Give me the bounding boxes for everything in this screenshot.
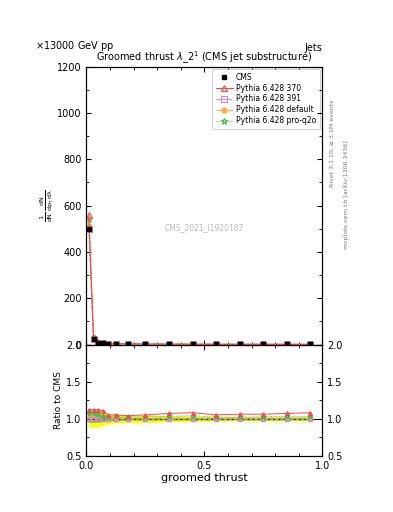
Text: CMS_2021_I1920187: CMS_2021_I1920187 (165, 223, 244, 232)
Pythia 6.428 391 (105, 340, 110, 347)
Line: Pythia 6.428 pro-q2o: Pythia 6.428 pro-q2o (85, 216, 314, 348)
Pythia 6.428 391 (91, 336, 96, 342)
Pythia 6.428 391 (285, 342, 289, 348)
Pythia 6.428 391 (96, 339, 101, 346)
Pythia 6.428 pro-q2o (237, 341, 242, 347)
CMS (96, 339, 101, 346)
Pythia 6.428 370 (86, 212, 91, 218)
CMS (101, 340, 105, 347)
Pythia 6.428 default (86, 223, 91, 229)
Pythia 6.428 370 (214, 341, 219, 347)
Pythia 6.428 default (143, 341, 148, 347)
CMS (261, 341, 266, 347)
Y-axis label: $\mathregular{\frac{1}{\mathrm{d}N}\,\frac{\mathrm{d}N}{\mathrm{d}p_{\mathrm{T}}: $\mathregular{\frac{1}{\mathrm{d}N}\,\fr… (38, 189, 55, 222)
Text: $\times$13000 GeV pp: $\times$13000 GeV pp (35, 39, 114, 53)
Pythia 6.428 default (190, 341, 195, 347)
Pythia 6.428 pro-q2o (214, 341, 219, 347)
Pythia 6.428 pro-q2o (143, 341, 148, 347)
Pythia 6.428 391 (214, 341, 219, 347)
Pythia 6.428 pro-q2o (308, 342, 313, 348)
CMS (214, 341, 219, 347)
Pythia 6.428 pro-q2o (167, 341, 171, 347)
Pythia 6.428 default (308, 342, 313, 348)
Pythia 6.428 pro-q2o (125, 341, 130, 347)
Pythia 6.428 391 (308, 342, 313, 348)
Pythia 6.428 370 (143, 341, 148, 347)
Pythia 6.428 default (285, 342, 289, 348)
Pythia 6.428 pro-q2o (285, 342, 289, 348)
Pythia 6.428 default (214, 341, 219, 347)
Line: Pythia 6.428 391: Pythia 6.428 391 (86, 226, 313, 347)
Legend: CMS, Pythia 6.428 370, Pythia 6.428 391, Pythia 6.428 default, Pythia 6.428 pro-: CMS, Pythia 6.428 370, Pythia 6.428 391,… (212, 69, 320, 129)
Text: Jets: Jets (305, 42, 322, 53)
Pythia 6.428 370 (105, 340, 110, 347)
Pythia 6.428 370 (308, 342, 313, 348)
Pythia 6.428 391 (167, 341, 171, 347)
Y-axis label: Ratio to CMS: Ratio to CMS (55, 371, 63, 429)
Pythia 6.428 default (261, 341, 266, 347)
CMS (91, 336, 96, 342)
CMS (86, 226, 91, 232)
CMS (114, 341, 118, 347)
Title: Groomed thrust $\lambda\_2^{1}$ (CMS jet substructure): Groomed thrust $\lambda\_2^{1}$ (CMS jet… (96, 49, 312, 66)
Pythia 6.428 370 (125, 341, 130, 347)
Pythia 6.428 pro-q2o (105, 340, 110, 347)
CMS (308, 342, 313, 348)
Pythia 6.428 default (114, 341, 118, 347)
Pythia 6.428 391 (190, 341, 195, 347)
Pythia 6.428 391 (143, 341, 148, 347)
Pythia 6.428 370 (237, 341, 242, 347)
Pythia 6.428 pro-q2o (86, 217, 91, 223)
Pythia 6.428 default (105, 340, 110, 347)
CMS (105, 340, 110, 347)
Pythia 6.428 pro-q2o (91, 335, 96, 342)
CMS (125, 341, 130, 347)
CMS (237, 341, 242, 347)
Pythia 6.428 391 (101, 340, 105, 347)
Pythia 6.428 370 (285, 342, 289, 348)
Pythia 6.428 391 (261, 341, 266, 347)
Pythia 6.428 default (167, 341, 171, 347)
Pythia 6.428 pro-q2o (96, 339, 101, 346)
Pythia 6.428 pro-q2o (261, 341, 266, 347)
CMS (190, 341, 195, 347)
Pythia 6.428 default (125, 341, 130, 347)
Pythia 6.428 default (237, 341, 242, 347)
Pythia 6.428 370 (167, 341, 171, 347)
Pythia 6.428 pro-q2o (190, 341, 195, 347)
Line: Pythia 6.428 370: Pythia 6.428 370 (86, 212, 313, 347)
Pythia 6.428 default (91, 335, 96, 342)
Pythia 6.428 391 (237, 341, 242, 347)
Line: CMS: CMS (86, 226, 313, 347)
CMS (167, 341, 171, 347)
Line: Pythia 6.428 default: Pythia 6.428 default (86, 224, 313, 347)
Pythia 6.428 370 (96, 339, 101, 346)
CMS (285, 342, 289, 348)
Pythia 6.428 pro-q2o (114, 340, 118, 347)
Text: mcplots.cern.ch [arXiv:1306.3436]: mcplots.cern.ch [arXiv:1306.3436] (344, 140, 349, 249)
Pythia 6.428 370 (190, 341, 195, 347)
Pythia 6.428 391 (86, 226, 91, 232)
Pythia 6.428 370 (91, 335, 96, 341)
Pythia 6.428 391 (125, 341, 130, 347)
Pythia 6.428 default (101, 340, 105, 347)
Pythia 6.428 370 (101, 340, 105, 346)
Pythia 6.428 pro-q2o (101, 340, 105, 347)
Pythia 6.428 default (96, 339, 101, 346)
Text: Rivet 3.1.10, ≥ 3.1M events: Rivet 3.1.10, ≥ 3.1M events (329, 100, 334, 187)
Pythia 6.428 391 (114, 341, 118, 347)
Pythia 6.428 370 (261, 341, 266, 347)
X-axis label: groomed thrust: groomed thrust (161, 473, 248, 483)
Pythia 6.428 370 (114, 340, 118, 347)
CMS (143, 341, 148, 347)
